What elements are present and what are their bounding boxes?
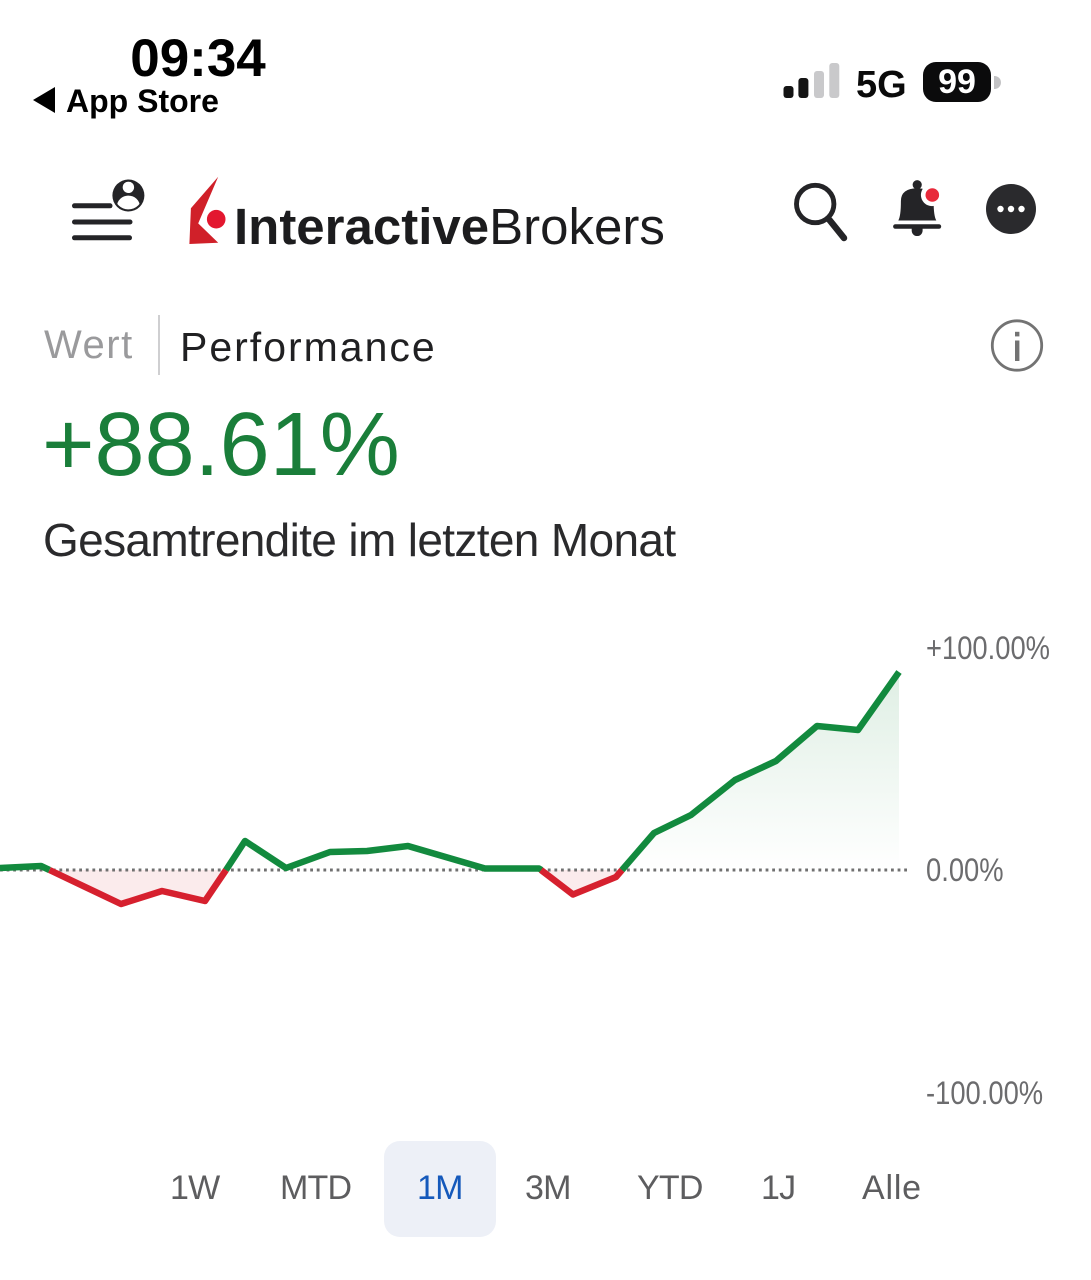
svg-text:App Store: App Store <box>66 84 219 119</box>
